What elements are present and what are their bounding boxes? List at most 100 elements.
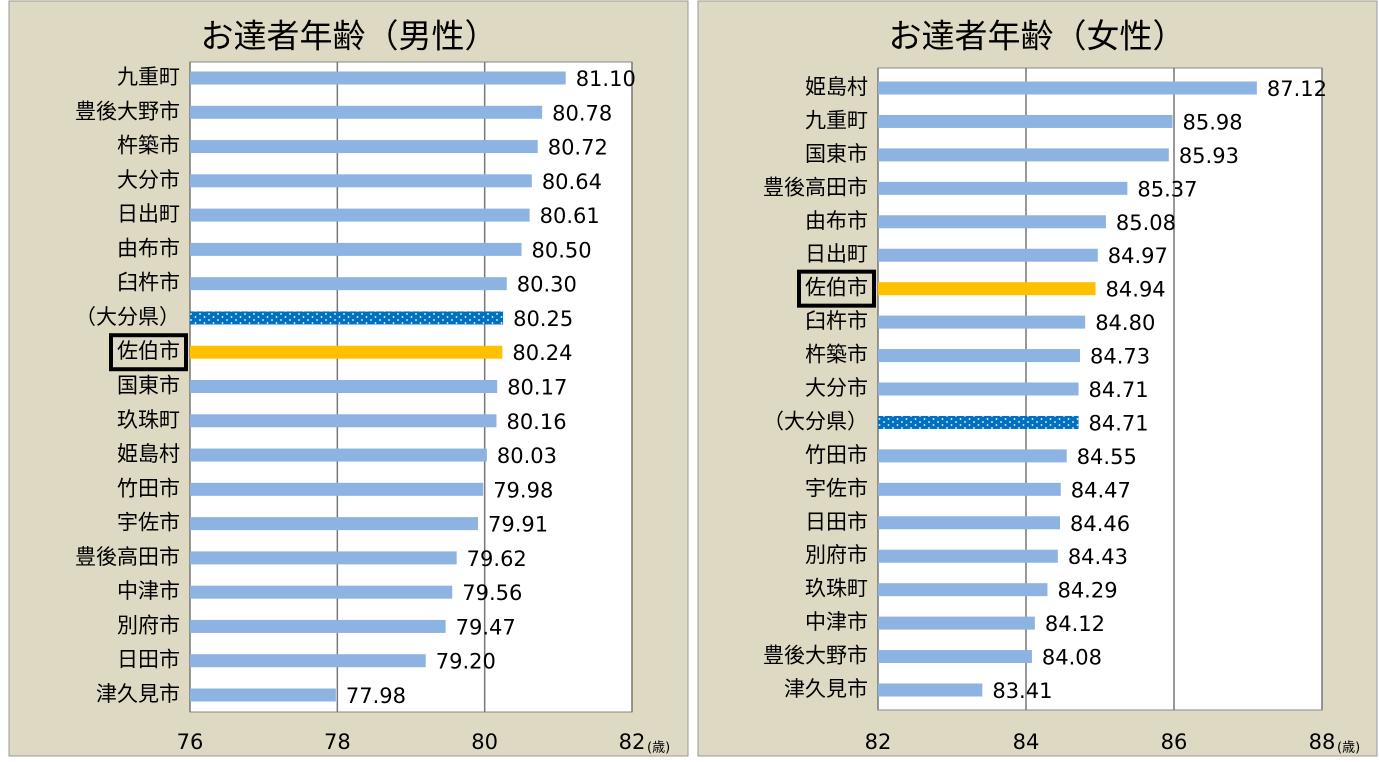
category-label: 九重町 — [117, 65, 180, 89]
x-tick-label: 82 — [865, 730, 892, 754]
category-label: 臼杵市 — [117, 271, 180, 295]
value-label: 79.20 — [436, 650, 496, 674]
category-label: 大分市 — [117, 168, 180, 192]
category-label: 姫島村 — [117, 442, 180, 466]
bar — [190, 380, 498, 393]
bar — [878, 583, 1048, 597]
value-label: 85.08 — [1116, 211, 1176, 235]
bar — [878, 449, 1067, 463]
bar — [878, 282, 1096, 296]
value-label: 84.55 — [1077, 445, 1137, 469]
category-label: 日田市 — [117, 648, 180, 672]
value-label: 79.62 — [467, 547, 527, 571]
value-label: 81.10 — [576, 67, 636, 91]
category-label: （大分県） — [763, 409, 868, 433]
bar — [190, 208, 530, 222]
bar — [190, 585, 453, 599]
value-label: 85.93 — [1179, 144, 1239, 168]
category-label: 杵築市 — [805, 343, 868, 367]
bar — [878, 315, 1086, 329]
category-label: 佐伯市 — [805, 276, 868, 300]
value-label: 84.43 — [1068, 545, 1128, 569]
bar — [190, 174, 532, 188]
value-label: 80.30 — [517, 273, 577, 297]
category-label: 佐伯市 — [117, 339, 180, 363]
category-label: 国東市 — [805, 142, 868, 166]
value-label: 84.08 — [1042, 646, 1102, 670]
value-label: 84.71 — [1089, 411, 1149, 435]
category-label: 日出町 — [117, 202, 180, 226]
value-label: 79.47 — [456, 615, 516, 639]
bar — [190, 71, 566, 85]
bar — [878, 650, 1032, 664]
value-label: 79.56 — [462, 581, 522, 605]
bar — [878, 549, 1058, 563]
bar — [190, 242, 522, 256]
value-label: 80.50 — [532, 238, 592, 262]
value-label: 84.71 — [1089, 378, 1149, 402]
value-label: 80.61 — [540, 204, 600, 228]
category-label: 九重町 — [805, 108, 868, 132]
bar — [878, 349, 1081, 363]
chart-title: お達者年齢（女性） — [889, 17, 1186, 56]
bar — [190, 140, 538, 154]
x-tick-label: 84 — [1013, 730, 1040, 754]
x-tick-label: 82 — [619, 730, 646, 754]
bar — [190, 448, 487, 462]
category-label: 中津市 — [805, 610, 868, 634]
category-label: 別府市 — [805, 543, 868, 567]
category-label: 国東市 — [117, 374, 180, 398]
value-label: 87.12 — [1267, 77, 1327, 101]
bar — [190, 688, 336, 702]
value-label: 80.72 — [548, 136, 608, 160]
value-label: 80.64 — [542, 170, 602, 194]
category-label: 豊後高田市 — [763, 175, 868, 199]
bar — [190, 551, 457, 565]
value-label: 85.37 — [1137, 177, 1197, 201]
value-label: 84.47 — [1071, 478, 1131, 502]
value-label: 80.78 — [552, 101, 612, 125]
value-label: 84.80 — [1095, 311, 1155, 335]
category-label: 姫島村 — [805, 75, 868, 99]
bar — [878, 181, 1128, 195]
bar — [878, 248, 1098, 262]
value-label: 80.16 — [506, 410, 566, 434]
bar — [190, 311, 504, 325]
category-label: 津久見市 — [96, 682, 180, 706]
value-label: 80.25 — [513, 307, 573, 331]
bar — [878, 482, 1061, 496]
category-label: 由布市 — [117, 236, 180, 260]
category-label: 宇佐市 — [805, 476, 868, 500]
value-label: 84.12 — [1045, 612, 1105, 636]
bar — [878, 81, 1257, 95]
highlight-box — [109, 333, 188, 372]
value-label: 80.03 — [497, 444, 557, 468]
value-label: 83.41 — [992, 679, 1052, 703]
bar — [190, 654, 426, 668]
category-label: 豊後大野市 — [75, 99, 180, 123]
value-label: 84.29 — [1057, 579, 1117, 603]
category-label: 臼杵市 — [805, 309, 868, 333]
bar — [190, 414, 497, 428]
category-label: 別府市 — [117, 613, 180, 637]
category-label: 津久見市 — [784, 677, 868, 701]
bar — [878, 382, 1079, 396]
highlight-box — [797, 269, 876, 308]
bar — [190, 619, 446, 633]
bar — [878, 415, 1079, 429]
category-label: 玖珠町 — [805, 577, 868, 601]
x-tick-label: 88 — [1309, 730, 1336, 754]
category-label: 中津市 — [117, 579, 180, 603]
category-label: 杵築市 — [117, 134, 180, 158]
value-label: 79.91 — [488, 513, 548, 537]
bar — [190, 482, 484, 496]
category-label: 玖珠町 — [117, 408, 180, 432]
category-label: （大分県） — [75, 305, 180, 329]
value-label: 77.98 — [346, 684, 406, 708]
bar — [878, 215, 1106, 229]
category-label: 竹田市 — [117, 476, 180, 500]
bar — [190, 345, 503, 359]
bar — [878, 616, 1035, 630]
